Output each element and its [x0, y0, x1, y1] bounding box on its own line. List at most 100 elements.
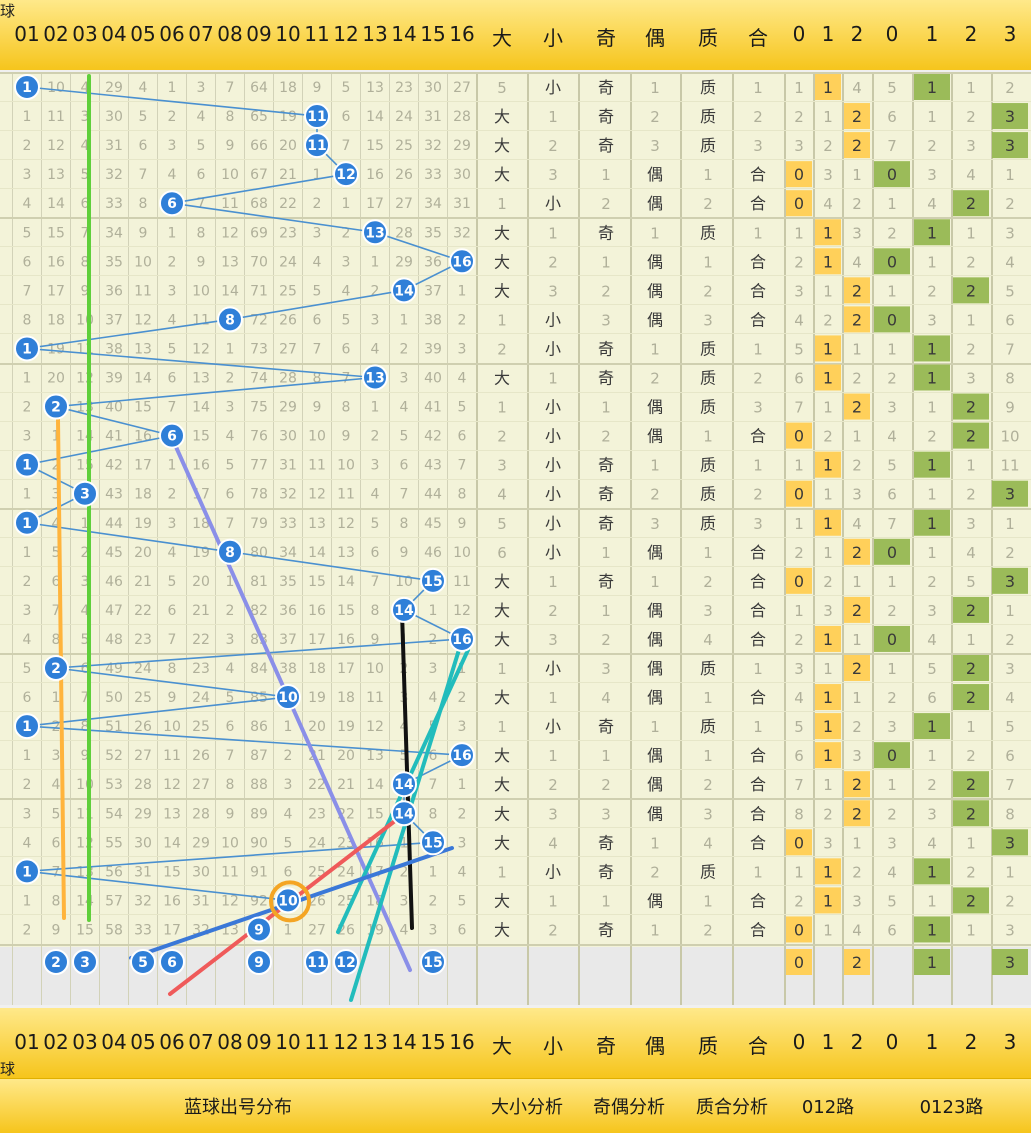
preview-ball[interactable]: 3	[72, 949, 98, 975]
route012-hit	[815, 74, 841, 100]
row-divider	[0, 421, 1031, 422]
row-divider	[0, 159, 1031, 160]
preview-ball[interactable]: 9	[246, 949, 272, 975]
route012-value: 1	[823, 252, 833, 271]
miss-value: 3	[81, 109, 90, 125]
route012-value: 1	[823, 369, 833, 388]
miss-value: 13	[366, 80, 384, 96]
route012-value: 1	[823, 108, 833, 126]
miss-value: 8	[429, 806, 438, 822]
route0123-hit	[992, 567, 1028, 594]
route012-value: 2	[852, 195, 862, 213]
route012-hit	[844, 655, 870, 681]
miss-value: 1	[284, 719, 293, 735]
miss-value: 21	[279, 167, 297, 183]
drawn-ball: 6	[159, 190, 185, 217]
row-divider	[0, 304, 1031, 305]
miss-value: 10	[47, 80, 65, 96]
header-route0123-1: 1	[925, 22, 939, 46]
miss-value: 38	[424, 312, 442, 328]
miss-value: 13	[47, 167, 65, 183]
header-ball-11: 11	[304, 22, 330, 46]
par-value: 奇	[598, 78, 614, 97]
miss-value: 3	[23, 806, 32, 822]
route0123-value: 3	[927, 166, 937, 184]
size-value: 1	[497, 718, 507, 736]
preview-ball[interactable]: 2	[43, 949, 69, 975]
miss-value: 26	[134, 719, 152, 735]
size-value: 3	[548, 166, 558, 184]
preview-ball[interactable]: 6	[159, 949, 185, 975]
drawn-ball: 1	[14, 74, 40, 100]
miss-value: 4	[168, 312, 177, 328]
miss-value: 1	[284, 922, 293, 938]
size-value: 大	[494, 833, 510, 852]
miss-value: 67	[250, 167, 268, 183]
miss-value: 2	[429, 632, 438, 648]
miss-value: 18	[134, 487, 152, 503]
row-divider	[0, 363, 1031, 365]
miss-value: 4	[429, 690, 438, 706]
route0123-value: 1	[927, 486, 937, 504]
par-value: 2	[601, 776, 611, 794]
drawn-ball: 2	[43, 393, 69, 420]
miss-value: 8	[342, 400, 351, 416]
preview-ball[interactable]: 11	[304, 949, 330, 975]
miss-value: 14	[163, 835, 181, 851]
row-divider	[0, 798, 1031, 800]
ball-circle	[14, 74, 40, 100]
route012-value: 2	[823, 137, 833, 155]
preview-ball[interactable]: 12	[333, 949, 359, 975]
miss-value: 1	[371, 254, 380, 270]
miss-value: 29	[192, 835, 210, 851]
ball-number: 6	[167, 955, 177, 971]
column-divider	[331, 72, 332, 1005]
miss-value: 35	[105, 254, 123, 270]
miss-value: 1	[52, 690, 61, 706]
miss-value: 4	[81, 138, 90, 154]
miss-value: 27	[134, 748, 152, 764]
preview-ball[interactable]: 15	[420, 949, 446, 975]
miss-value: 3	[371, 458, 380, 474]
column-divider	[128, 72, 129, 1005]
miss-value: 3	[342, 254, 351, 270]
miss-value: 46	[424, 545, 442, 561]
route012-value: 0	[794, 165, 804, 184]
pri-value: 合	[750, 427, 766, 446]
ball-circle	[333, 161, 359, 188]
drawn-ball: 1	[14, 858, 40, 885]
miss-value: 8	[226, 109, 235, 125]
ball-number: 13	[365, 225, 384, 241]
par-value: 3	[601, 660, 611, 678]
miss-value: 2	[168, 254, 177, 270]
route012-value: 2	[852, 281, 862, 300]
route0123-hit	[874, 625, 910, 652]
drawn-ball: 12	[333, 161, 359, 188]
miss-value: 11	[134, 283, 152, 299]
miss-value: 1	[168, 458, 177, 474]
miss-value: 2	[81, 545, 90, 561]
pri-value: 合	[750, 833, 766, 852]
miss-value: 2	[23, 777, 32, 793]
miss-value: 50	[105, 690, 123, 706]
route0123-value: 3	[966, 370, 976, 388]
preview-ball[interactable]: 5	[130, 949, 156, 975]
miss-value: 11	[76, 806, 94, 822]
route0123-hit	[874, 538, 910, 565]
miss-value: 1	[313, 167, 322, 183]
miss-value: 1	[23, 109, 32, 125]
drawn-ball: 15	[420, 829, 446, 856]
header-ball-09: 09	[246, 1030, 272, 1054]
miss-value: 33	[134, 922, 152, 938]
pri-value: 质	[700, 107, 716, 126]
ball-circle	[420, 829, 446, 856]
miss-value: 22	[308, 777, 326, 793]
row-divider	[0, 885, 1031, 886]
miss-value: 69	[250, 225, 268, 241]
pri-value: 1	[753, 660, 763, 678]
miss-value: 9	[400, 545, 409, 561]
footer-prime: 质合分析	[696, 1097, 768, 1118]
route012-value: 1	[823, 399, 833, 417]
header-route0123-3: 3	[1003, 1030, 1017, 1054]
miss-value: 36	[279, 603, 297, 619]
